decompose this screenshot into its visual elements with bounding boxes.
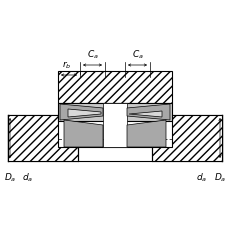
Text: $C_a$: $C_a$ [86,48,98,61]
Polygon shape [8,115,78,161]
Polygon shape [64,120,103,147]
Text: $D_a$: $D_a$ [4,171,16,184]
Polygon shape [68,109,101,117]
Bar [103,104,126,147]
Text: $d_a$: $d_a$ [22,171,33,184]
Polygon shape [128,112,161,117]
Polygon shape [60,105,103,120]
Polygon shape [58,104,171,121]
Polygon shape [126,105,169,120]
Polygon shape [151,115,221,161]
Text: $r_b$: $r_b$ [62,59,71,71]
Polygon shape [126,120,165,147]
Text: $C_a$: $C_a$ [131,48,143,61]
Text: $d_a$: $d_a$ [196,171,207,184]
Text: $D_a$: $D_a$ [213,171,225,184]
Bar [58,72,171,104]
